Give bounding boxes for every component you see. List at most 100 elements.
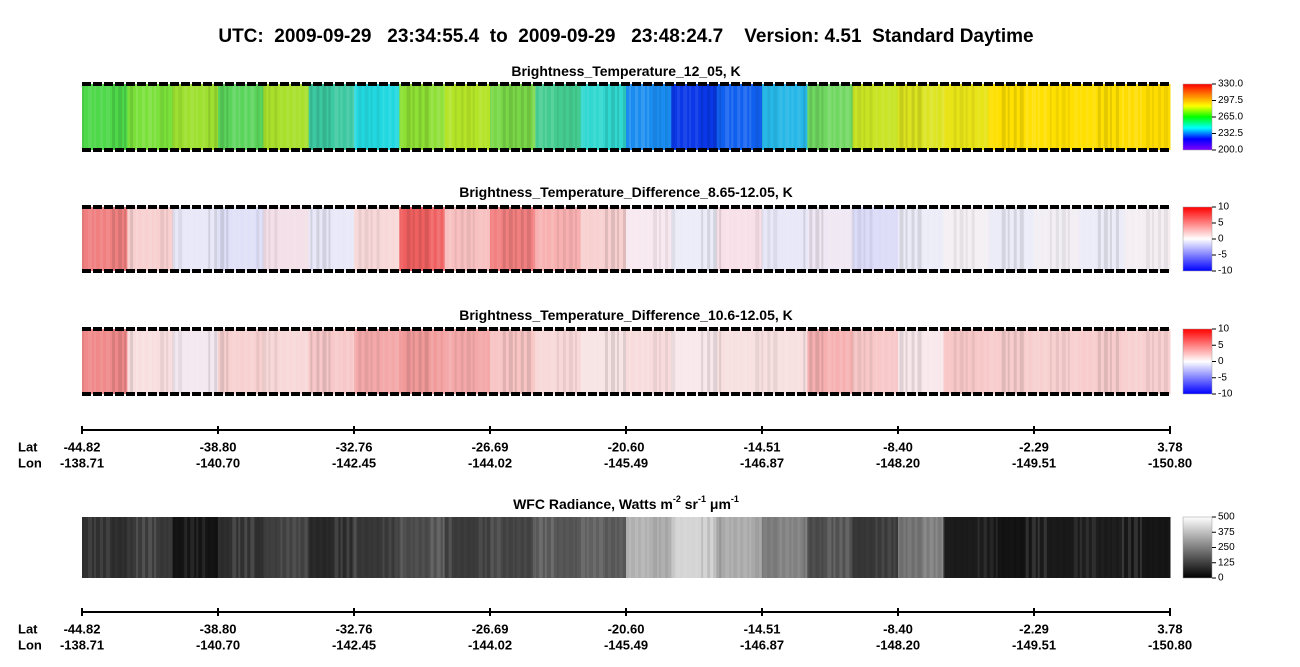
strip-texture: [586, 517, 589, 578]
strip-texture: [604, 517, 608, 578]
lon-label: -144.02: [468, 455, 512, 470]
strip-segment: [308, 517, 355, 578]
strip-texture: [647, 517, 650, 578]
strip-segment: [127, 517, 174, 578]
colorbar-tick-label: -5: [1218, 372, 1227, 383]
strip-segment: [716, 207, 763, 271]
strip-texture: [887, 207, 892, 271]
strip-texture: [214, 84, 218, 150]
strip-segment: [1034, 517, 1080, 578]
strip-segment: [1079, 207, 1126, 271]
strip-texture: [532, 84, 536, 150]
strip-texture: [298, 84, 301, 150]
strip-texture: [995, 517, 998, 578]
strip-texture: [166, 517, 169, 578]
strip-texture: [965, 207, 968, 271]
strip-texture: [671, 329, 676, 394]
strip-texture: [592, 517, 596, 578]
strip-texture: [899, 84, 904, 150]
strip-texture: [436, 84, 441, 150]
strip-texture: [701, 207, 704, 271]
strip-texture: [827, 207, 832, 271]
strip-segment: [127, 207, 174, 271]
strip-texture: [983, 84, 987, 150]
strip-texture: [1151, 207, 1154, 271]
strip-texture: [953, 207, 957, 271]
strip-texture: [262, 329, 267, 394]
strip-texture: [785, 329, 790, 394]
strip-segment: [444, 84, 491, 150]
strip-texture: [671, 517, 676, 578]
strip-texture: [298, 207, 301, 271]
strip-texture: [1079, 207, 1082, 271]
lon-label: -138.71: [60, 455, 104, 470]
lat-label: -32.76: [336, 439, 373, 454]
strip-texture: [1067, 517, 1070, 578]
strip-texture: [574, 207, 577, 271]
strip-texture: [863, 84, 866, 150]
strip-texture: [208, 207, 211, 271]
strip-segment: [1079, 84, 1126, 150]
strip-texture: [1025, 517, 1029, 578]
strip-segment: [354, 207, 400, 271]
strip-texture: [635, 517, 639, 578]
strip-texture: [490, 84, 494, 150]
strip-texture: [580, 517, 585, 578]
strip-texture: [1031, 517, 1036, 578]
strip-texture: [562, 329, 566, 394]
strip-texture: [220, 517, 225, 578]
strip-texture: [556, 517, 559, 578]
strip-texture: [568, 517, 573, 578]
strip-segment: [943, 329, 990, 394]
panel-title: Brightness_Temperature_12_05, K: [511, 63, 740, 79]
strip-texture: [142, 84, 146, 150]
title-part: sr: [681, 496, 699, 512]
lon-label: -150.80: [1148, 637, 1192, 652]
strip-texture: [923, 84, 927, 150]
colorbar-tick-label: 5: [1218, 218, 1224, 229]
strip-texture: [1139, 84, 1142, 150]
strip-texture: [725, 207, 730, 271]
strip-texture: [340, 207, 343, 271]
strip-texture: [382, 207, 385, 271]
strip-texture: [725, 84, 730, 150]
strip-texture: [1043, 517, 1047, 578]
strip-texture: [653, 84, 658, 150]
strip-segment: [852, 84, 899, 150]
strip-texture: [695, 207, 699, 271]
strip-texture: [316, 329, 320, 394]
lat-label: -14.51: [744, 621, 781, 636]
strip-segment: [354, 517, 400, 578]
strip-texture: [160, 84, 165, 150]
strip-texture: [1109, 517, 1112, 578]
strip-texture: [118, 84, 123, 150]
strip-texture: [340, 84, 343, 150]
strip-texture: [112, 207, 116, 271]
strip-texture: [689, 329, 692, 394]
strip-segment: [172, 329, 219, 394]
strip-texture: [1019, 517, 1024, 578]
strip-texture: [641, 84, 646, 150]
strip-texture: [1031, 207, 1036, 271]
strip-texture: [232, 84, 237, 150]
strip-texture: [598, 84, 603, 150]
strip-texture: [100, 517, 104, 578]
title-part: Brightness_Temperature_Difference_8.65-1…: [459, 184, 793, 200]
strip-texture: [310, 207, 313, 271]
strip-texture: [1085, 207, 1089, 271]
strip-texture: [797, 517, 801, 578]
strip-texture: [178, 207, 183, 271]
strip-texture: [262, 84, 267, 150]
strip-texture: [1097, 517, 1101, 578]
strip-texture: [785, 207, 790, 271]
strip-texture: [1145, 207, 1150, 271]
strip-texture: [82, 84, 84, 150]
colorbar-tick-label: 297.5: [1218, 95, 1243, 106]
strip-texture: [328, 84, 331, 150]
strip-texture: [184, 329, 188, 394]
lon-label: -145.49: [604, 455, 648, 470]
strip-texture: [1043, 329, 1047, 394]
strip-texture: [130, 329, 134, 394]
strip-texture: [1133, 329, 1138, 394]
strip-texture: [839, 329, 843, 394]
